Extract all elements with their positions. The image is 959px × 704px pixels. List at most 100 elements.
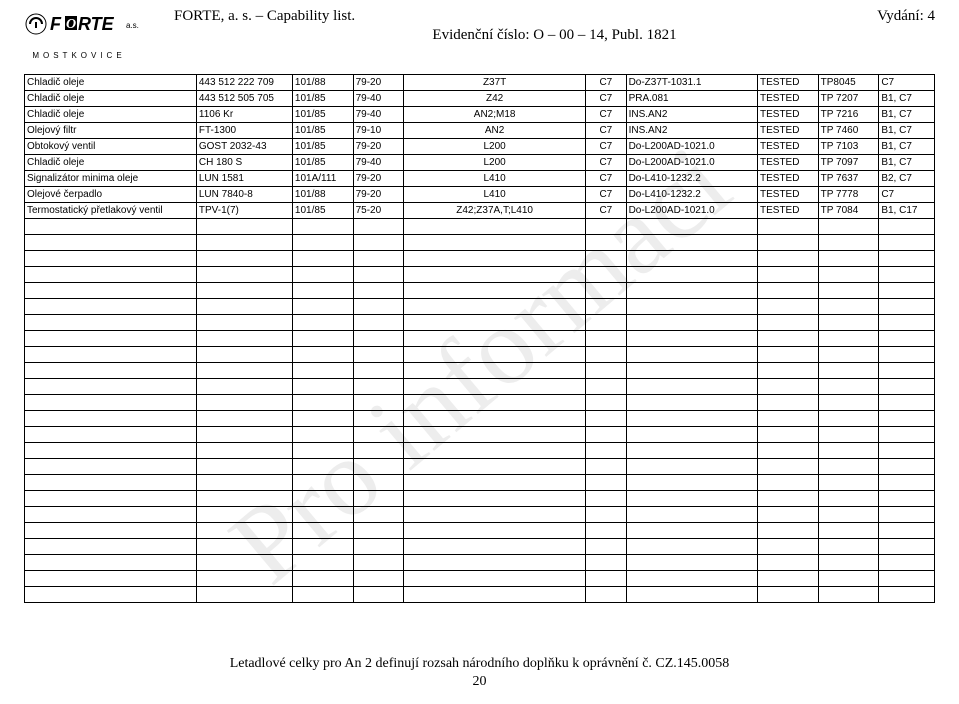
table-row-empty — [25, 267, 935, 283]
table-row-empty — [25, 507, 935, 523]
table-cell-empty — [758, 299, 819, 315]
table-cell-empty — [758, 587, 819, 603]
table-cell-empty — [25, 363, 197, 379]
table-cell-empty — [25, 315, 197, 331]
table-cell: Do-L200AD-1021.0 — [626, 139, 757, 155]
table-cell: CH 180 S — [196, 155, 292, 171]
table-cell-empty — [626, 587, 757, 603]
table-cell: Chladič oleje — [25, 75, 197, 91]
table-cell: L200 — [404, 155, 586, 171]
table-cell-empty — [586, 539, 626, 555]
table-cell-empty — [292, 299, 353, 315]
table-cell-empty — [404, 267, 586, 283]
table-cell-empty — [879, 587, 935, 603]
table-cell-empty — [353, 555, 404, 571]
table-cell: Z42 — [404, 91, 586, 107]
table-cell-empty — [292, 427, 353, 443]
table-cell-empty — [353, 235, 404, 251]
table-cell-empty — [292, 539, 353, 555]
table-cell: TESTED — [758, 139, 819, 155]
table-cell: TP8045 — [818, 75, 879, 91]
table-cell-empty — [25, 395, 197, 411]
table-cell-empty — [879, 523, 935, 539]
table-row-empty — [25, 315, 935, 331]
table-cell-empty — [626, 235, 757, 251]
table-cell-empty — [353, 491, 404, 507]
table-cell: Z42;Z37A,T;L410 — [404, 203, 586, 219]
table-cell: TP 7637 — [818, 171, 879, 187]
table-cell-empty — [586, 459, 626, 475]
table-cell: 79-10 — [353, 123, 404, 139]
table-cell: LUN 1581 — [196, 171, 292, 187]
table-cell-empty — [586, 491, 626, 507]
table-cell-empty — [292, 491, 353, 507]
table-cell: Termostatický přetlakový ventil — [25, 203, 197, 219]
table-cell-empty — [818, 475, 879, 491]
table-row-empty — [25, 523, 935, 539]
table-cell-empty — [586, 427, 626, 443]
table-cell-empty — [758, 427, 819, 443]
table-cell-empty — [25, 267, 197, 283]
table-cell-empty — [758, 459, 819, 475]
table-cell: Chladič oleje — [25, 91, 197, 107]
table-cell-empty — [879, 571, 935, 587]
table-cell-empty — [758, 411, 819, 427]
data-table-wrap: Chladič oleje443 512 222 709101/8879-20Z… — [24, 74, 935, 603]
table-row-empty — [25, 347, 935, 363]
table-cell: B1, C17 — [879, 203, 935, 219]
table-row-empty — [25, 443, 935, 459]
table-cell: 443 512 222 709 — [196, 75, 292, 91]
table-cell-empty — [404, 571, 586, 587]
table-cell-empty — [626, 379, 757, 395]
table-cell-empty — [818, 555, 879, 571]
table-cell: L410 — [404, 171, 586, 187]
table-cell-empty — [196, 571, 292, 587]
table-cell: B1, C7 — [879, 139, 935, 155]
table-cell-empty — [25, 523, 197, 539]
table-cell-empty — [758, 571, 819, 587]
table-cell-empty — [879, 347, 935, 363]
table-cell-empty — [879, 235, 935, 251]
table-cell-empty — [879, 475, 935, 491]
table-cell-empty — [292, 283, 353, 299]
table-cell-empty — [879, 507, 935, 523]
svg-text:a.s.: a.s. — [126, 21, 139, 30]
table-row-empty — [25, 331, 935, 347]
table-cell-empty — [586, 363, 626, 379]
table-cell: 79-20 — [353, 187, 404, 203]
table-cell: Chladič oleje — [25, 107, 197, 123]
table-cell-empty — [626, 459, 757, 475]
table-cell-empty — [292, 219, 353, 235]
table-cell-empty — [758, 443, 819, 459]
table-cell: B1, C7 — [879, 155, 935, 171]
table-row: Signalizátor minima olejeLUN 1581101A/11… — [25, 171, 935, 187]
table-cell-empty — [25, 587, 197, 603]
table-cell-empty — [818, 363, 879, 379]
table-cell-empty — [879, 219, 935, 235]
table-cell-empty — [818, 331, 879, 347]
table-cell-empty — [586, 219, 626, 235]
table-cell-empty — [626, 443, 757, 459]
table-cell-empty — [292, 395, 353, 411]
table-cell-empty — [25, 331, 197, 347]
table-cell: TESTED — [758, 171, 819, 187]
table-cell-empty — [879, 539, 935, 555]
table-cell-empty — [626, 395, 757, 411]
forte-logo-icon: F O RTE a.s. — [24, 8, 144, 48]
table-cell-empty — [586, 235, 626, 251]
table-cell: B2, C7 — [879, 171, 935, 187]
table-cell-empty — [353, 395, 404, 411]
table-cell: 79-20 — [353, 171, 404, 187]
table-cell: 101/85 — [292, 107, 353, 123]
table-cell-empty — [818, 283, 879, 299]
table-cell-empty — [292, 459, 353, 475]
table-cell-empty — [196, 283, 292, 299]
table-cell: TP 7097 — [818, 155, 879, 171]
table-cell-empty — [25, 411, 197, 427]
table-cell-empty — [586, 267, 626, 283]
doc-subtitle: Evidenční číslo: O – 00 – 14, Publ. 1821 — [174, 27, 935, 44]
header-row: F O RTE a.s. MOSTKOVICE FORTE, a. s. – C… — [24, 8, 935, 60]
table-cell-empty — [353, 267, 404, 283]
table-row: Chladič oleje1106 Kr101/8579-40AN2;M18C7… — [25, 107, 935, 123]
table-cell-empty — [292, 571, 353, 587]
